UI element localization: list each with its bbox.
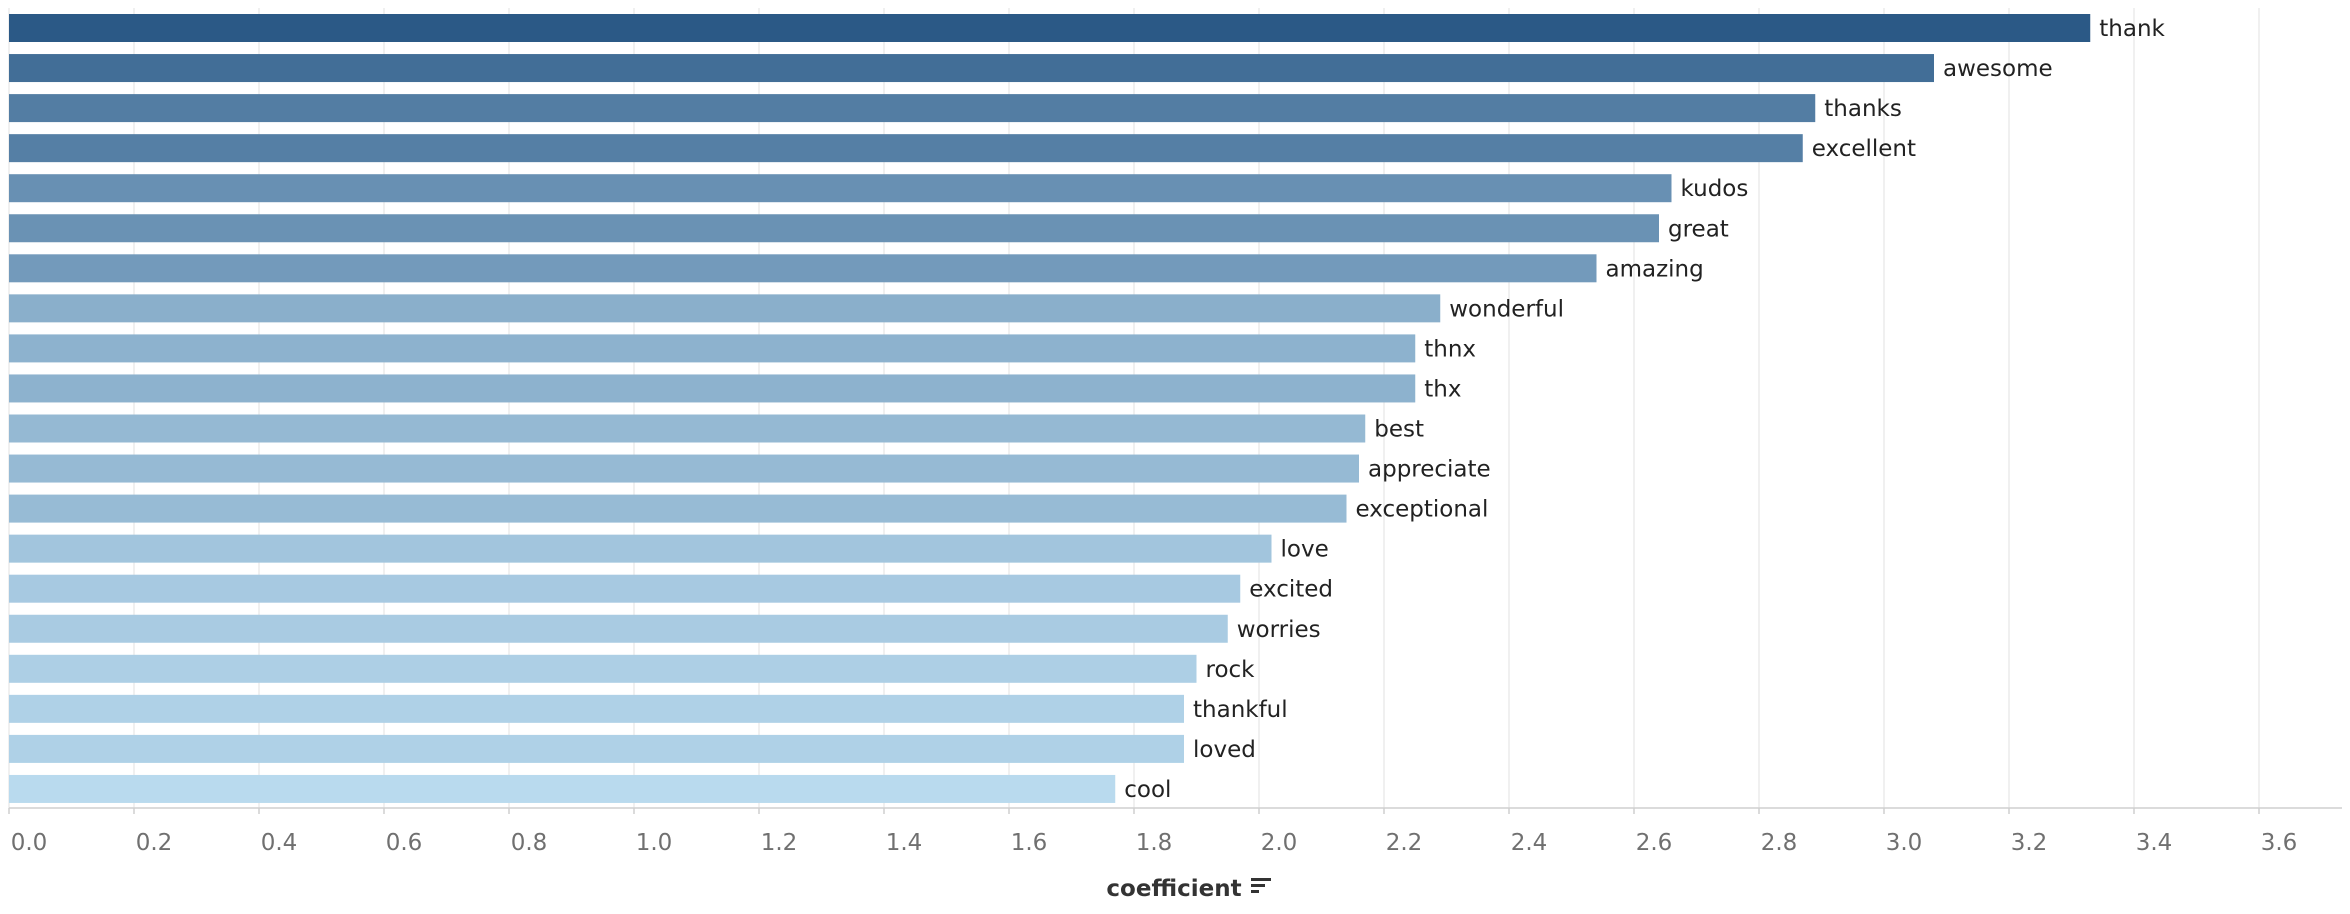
sort-icon-line xyxy=(1251,878,1271,881)
bar-label-awesome: awesome xyxy=(1943,56,2053,82)
bar-worries[interactable] xyxy=(9,614,1228,643)
bar-label-cool: cool xyxy=(1124,777,1171,803)
x-tick-label: 0.4 xyxy=(261,830,298,856)
x-axis-title[interactable]: coefficient xyxy=(1106,876,1241,902)
bar-label-kudos: kudos xyxy=(1681,176,1749,202)
bar-label-best: best xyxy=(1374,417,1424,443)
bar-label-thx: thx xyxy=(1424,376,1461,402)
bar-wonderful[interactable] xyxy=(9,294,1441,323)
x-tick-label: 3.6 xyxy=(2261,830,2298,856)
x-tick-label: 1.2 xyxy=(761,830,798,856)
sort-descending-icon[interactable] xyxy=(1251,878,1271,893)
x-tick-label: 2.6 xyxy=(1636,830,1673,856)
sort-icon-line xyxy=(1251,884,1265,887)
x-tick-label: 1.4 xyxy=(886,830,923,856)
bar-awesome[interactable] xyxy=(9,54,1934,83)
bar-best[interactable] xyxy=(9,414,1366,443)
x-tick-label: 0.6 xyxy=(386,830,423,856)
bar-amazing[interactable] xyxy=(9,254,1597,283)
bar-rock[interactable] xyxy=(9,654,1197,683)
bar-label-excellent: excellent xyxy=(1812,136,1916,162)
bar-label-thankful: thankful xyxy=(1193,697,1288,723)
x-tick-label: 3.4 xyxy=(2136,830,2173,856)
x-tick-label: 0.2 xyxy=(136,830,173,856)
x-tick-label: 1.8 xyxy=(1136,830,1173,856)
bar-label-thnx: thnx xyxy=(1424,336,1476,362)
x-axis-ticks: 0.0 0.2 0.4 0.6 0.8 1.0 1.2 1.4 1.6 1.8 2.0 2.2 2.4 2… xyxy=(8,808,2298,856)
bar-label-appreciate: appreciate xyxy=(1368,457,1491,483)
bar-excited[interactable] xyxy=(9,574,1241,603)
bar-thx[interactable] xyxy=(9,374,1416,403)
bar-label-excited: excited xyxy=(1249,577,1333,603)
bar-great[interactable] xyxy=(9,214,1659,243)
x-tick-label: 3.2 xyxy=(2011,830,2048,856)
bar-kudos[interactable] xyxy=(9,174,1672,203)
bar-label-loved: loved xyxy=(1193,737,1256,763)
bar-labels: thank awesome thanks excellent kudos great ama… xyxy=(1124,16,2165,803)
bar-label-love: love xyxy=(1281,537,1329,563)
x-tick-label: 1.6 xyxy=(1011,830,1048,856)
bars xyxy=(9,14,2091,803)
bar-thank[interactable] xyxy=(9,14,2091,42)
bar-excellent[interactable] xyxy=(9,134,1803,163)
bar-label-worries: worries xyxy=(1237,617,1321,643)
bar-loved[interactable] xyxy=(9,734,1184,763)
x-tick-label: 2.0 xyxy=(1261,830,1298,856)
bar-cool[interactable] xyxy=(9,774,1116,803)
bar-appreciate[interactable] xyxy=(9,454,1359,483)
bar-label-thanks: thanks xyxy=(1824,96,1902,122)
bar-label-rock: rock xyxy=(1206,657,1256,683)
x-tick-label: 0.0 xyxy=(11,830,48,856)
bar-thnx[interactable] xyxy=(9,334,1416,363)
bar-thankful[interactable] xyxy=(9,694,1184,723)
x-tick-label: 2.2 xyxy=(1386,830,1423,856)
x-tick-label: 0.8 xyxy=(511,830,548,856)
x-tick-label: 2.4 xyxy=(1511,830,1548,856)
bar-exceptional[interactable] xyxy=(9,494,1347,523)
bar-label-great: great xyxy=(1668,216,1729,242)
bar-label-amazing: amazing xyxy=(1606,256,1704,282)
x-tick-label: 2.8 xyxy=(1761,830,1798,856)
bar-label-wonderful: wonderful xyxy=(1449,296,1564,322)
bar-label-thank: thank xyxy=(2099,16,2165,42)
grid-lines xyxy=(8,8,2260,808)
bar-label-exceptional: exceptional xyxy=(1356,497,1489,523)
x-tick-label: 3.0 xyxy=(1886,830,1923,856)
x-tick-label: 1.0 xyxy=(636,830,673,856)
bar-thanks[interactable] xyxy=(9,94,1816,123)
sort-icon-line xyxy=(1251,890,1259,893)
bar-love[interactable] xyxy=(9,534,1272,563)
